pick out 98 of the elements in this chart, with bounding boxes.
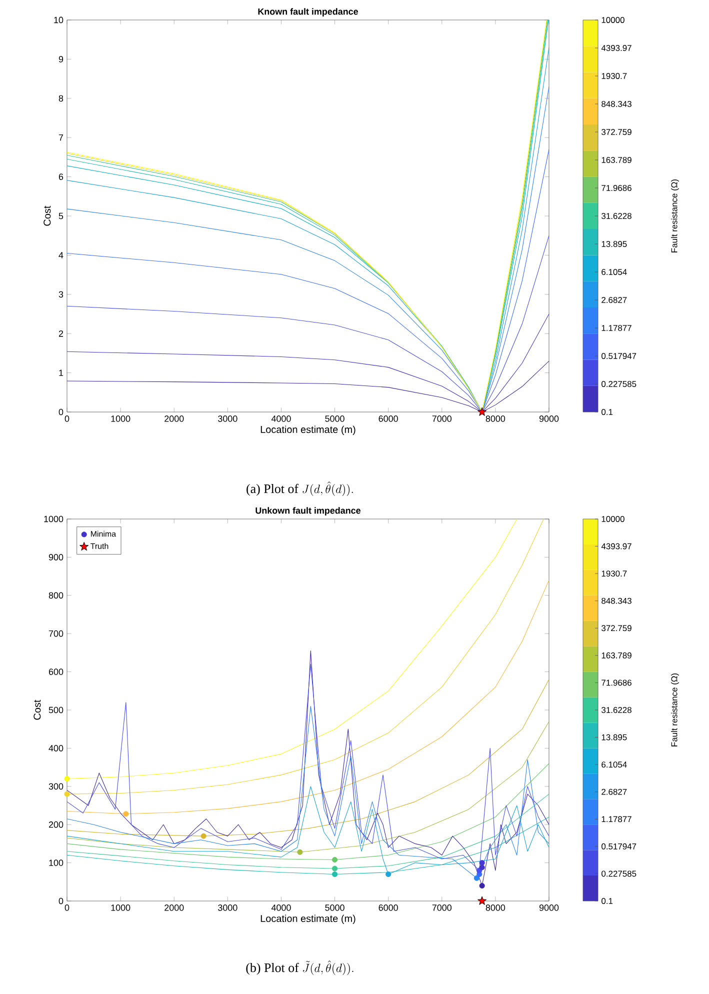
text: 31.6228 xyxy=(602,707,632,713)
y-tick-label: 100 xyxy=(49,860,64,866)
x-tick-label: 8000 xyxy=(486,416,506,422)
text: 13.895 xyxy=(602,241,627,247)
text: 1930.7 xyxy=(602,72,627,79)
text: 31.6228 xyxy=(602,213,632,219)
x-tick-label: 3000 xyxy=(218,416,238,422)
x-tick-label: 5000 xyxy=(325,904,344,911)
color-bar-title: Fault resistance (Ω) xyxy=(671,179,679,252)
x-tick-label: 1000 xyxy=(111,904,130,911)
point xyxy=(332,871,338,878)
text: 71.9686 xyxy=(602,185,632,191)
text: $\tilde{J}(d,\hat{\theta}(d)).$ xyxy=(303,960,354,975)
y-tick-label: 0 xyxy=(58,898,64,904)
text: 163.789 xyxy=(602,652,632,658)
point xyxy=(474,875,480,881)
y-tick-label: 500 xyxy=(48,706,64,714)
text: $J(d,\hat{\theta}(d)).$ xyxy=(302,482,353,496)
point xyxy=(478,896,487,905)
point xyxy=(479,860,485,866)
text: 4393.97 xyxy=(601,44,632,51)
y-tick-label: 200 xyxy=(48,821,64,828)
y-tick-label: 700 xyxy=(48,630,64,637)
x-tick-label: 9000 xyxy=(539,904,559,911)
y-tick-label: 7 xyxy=(58,134,64,141)
x-tick-label: 1000 xyxy=(111,416,130,422)
y-tick-label: 1 xyxy=(59,370,64,376)
text: 372.759 xyxy=(602,625,632,632)
x-tick-label: 2000 xyxy=(164,904,184,911)
point xyxy=(479,882,485,889)
point xyxy=(123,811,129,817)
text: (b) Plot of xyxy=(246,962,299,975)
y-tick-label: 900 xyxy=(48,554,64,560)
color-bar-title: Fault resistance (Ω) xyxy=(671,673,679,746)
y-axis-title: Cost xyxy=(34,700,41,720)
text: 2.6827 xyxy=(602,788,627,795)
text: 163.789 xyxy=(602,157,632,163)
text: 372.759 xyxy=(602,129,632,135)
text: 1.17877 xyxy=(602,816,632,822)
x-axis-title: Location estimate (m) xyxy=(260,914,356,924)
y-tick-label: 8 xyxy=(58,95,64,102)
text: 1930.7 xyxy=(602,570,627,577)
text: 1.17877 xyxy=(602,325,632,331)
y-tick-label: 0 xyxy=(58,408,64,416)
point xyxy=(479,864,485,870)
x-tick-label: 9000 xyxy=(539,416,559,422)
text: 0.517947 xyxy=(602,843,636,850)
x-tick-label: 0 xyxy=(64,904,70,911)
y-tick-label: 3 xyxy=(58,291,64,298)
y-axis-title: Cost xyxy=(44,206,51,226)
point xyxy=(64,791,70,797)
text: (a) Plot of xyxy=(246,484,299,496)
y-tick-label: 400 xyxy=(48,745,64,752)
x-tick-label: 7000 xyxy=(432,416,452,422)
text: 6.1054 xyxy=(602,269,627,275)
x-tick-label: 8000 xyxy=(486,904,506,911)
y-tick-label: 4 xyxy=(58,252,64,258)
text: 2.6827 xyxy=(602,297,627,303)
y-tick-label: 5 xyxy=(58,212,64,220)
text: 848.343 xyxy=(602,598,632,604)
text: 848.343 xyxy=(602,101,632,107)
text: 0.1 xyxy=(602,898,613,904)
y-tick-label: 10 xyxy=(54,16,64,24)
y-tick-label: 1000 xyxy=(44,516,64,522)
text: 6.1054 xyxy=(602,762,627,768)
x-axis-title: Location estimate (m) xyxy=(260,426,356,435)
text: 10000 xyxy=(602,516,624,522)
x-tick-label: 4000 xyxy=(271,904,291,911)
point xyxy=(297,849,303,855)
x-tick-label: 0 xyxy=(64,416,70,422)
chart-title: Known fault impedance xyxy=(258,8,358,16)
text: 4393.97 xyxy=(601,543,632,550)
point xyxy=(64,776,70,782)
text: 0.227585 xyxy=(602,870,636,877)
text: 13.895 xyxy=(602,734,627,740)
point xyxy=(332,866,338,872)
text: 0.227585 xyxy=(602,381,636,387)
point xyxy=(386,871,392,878)
x-tick-label: 6000 xyxy=(378,904,398,911)
point xyxy=(200,833,206,839)
text: 10000 xyxy=(602,16,624,23)
text: 0.517947 xyxy=(602,353,636,359)
x-tick-label: 5000 xyxy=(325,416,344,422)
y-tick-label: 2 xyxy=(58,330,64,337)
y-tick-label: 6 xyxy=(58,174,64,180)
x-tick-label: 3000 xyxy=(218,904,238,911)
y-tick-label: 600 xyxy=(48,668,64,675)
x-tick-label: 6000 xyxy=(378,416,398,422)
chart-title: Unkown fault impedance xyxy=(256,507,361,516)
x-tick-label: 2000 xyxy=(164,416,184,422)
text: 71.9686 xyxy=(602,680,632,686)
point xyxy=(332,856,338,863)
y-tick-label: 9 xyxy=(58,56,64,62)
y-tick-label: 800 xyxy=(48,592,64,599)
x-tick-label: 4000 xyxy=(271,416,291,422)
y-tick-label: 300 xyxy=(48,783,64,790)
text: 0.1 xyxy=(602,409,613,415)
x-tick-label: 7000 xyxy=(432,904,452,911)
